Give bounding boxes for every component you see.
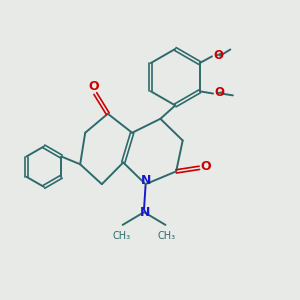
- Text: O: O: [214, 49, 224, 62]
- Text: N: N: [141, 173, 151, 187]
- Text: O: O: [214, 86, 225, 99]
- Text: N: N: [140, 206, 150, 219]
- Text: O: O: [88, 80, 99, 94]
- Text: O: O: [201, 160, 211, 173]
- Text: CH₃: CH₃: [158, 231, 176, 242]
- Text: CH₃: CH₃: [112, 231, 130, 242]
